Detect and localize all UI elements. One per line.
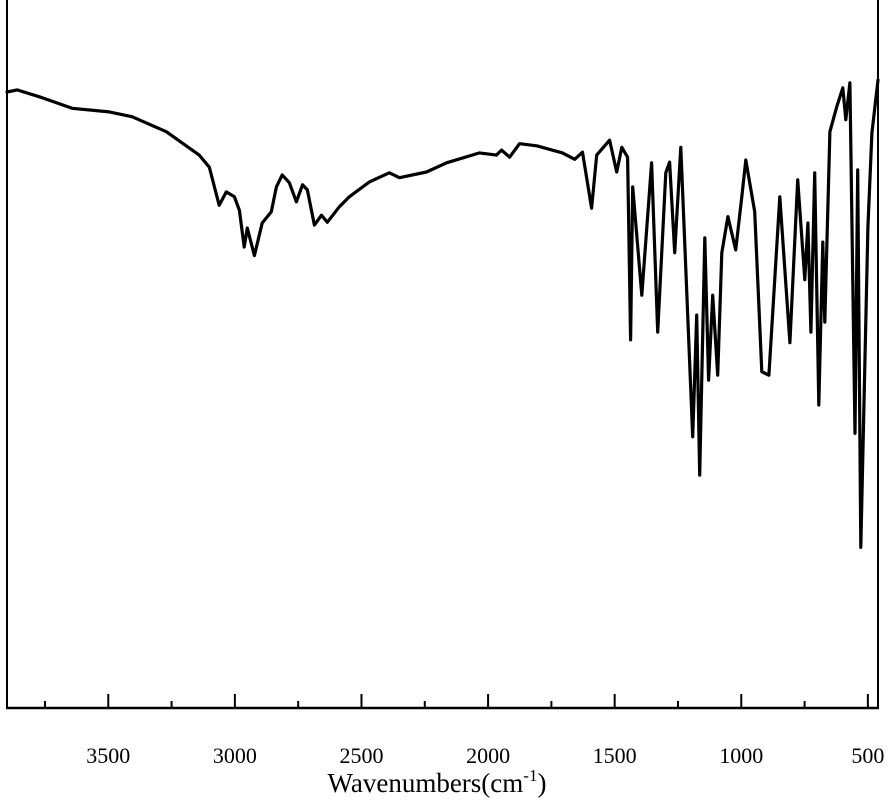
x-tick-label: 3000 — [213, 743, 257, 768]
x-tick-label: 2000 — [466, 743, 510, 768]
x-tick-label: 2500 — [339, 743, 383, 768]
axes — [6, 0, 879, 710]
x-tick-label: 500 — [851, 743, 884, 768]
x-ticks — [43, 694, 869, 708]
x-tick-label: 1500 — [593, 743, 637, 768]
spectrum-line — [5, 78, 880, 549]
x-axis-title-superscript: -1 — [523, 766, 537, 785]
x-axis-title: Wavenumbers(cm-1) — [328, 766, 547, 798]
plot-area — [5, 78, 880, 549]
x-tick-label: 3500 — [86, 743, 130, 768]
x-axis-title-suffix: ) — [537, 768, 546, 798]
x-axis-title-text: Wavenumbers(cm — [328, 768, 524, 798]
x-tick-label: 1000 — [719, 743, 763, 768]
x-tick-labels: 3500 3000 2500 2000 1500 1000 500 — [86, 743, 884, 768]
